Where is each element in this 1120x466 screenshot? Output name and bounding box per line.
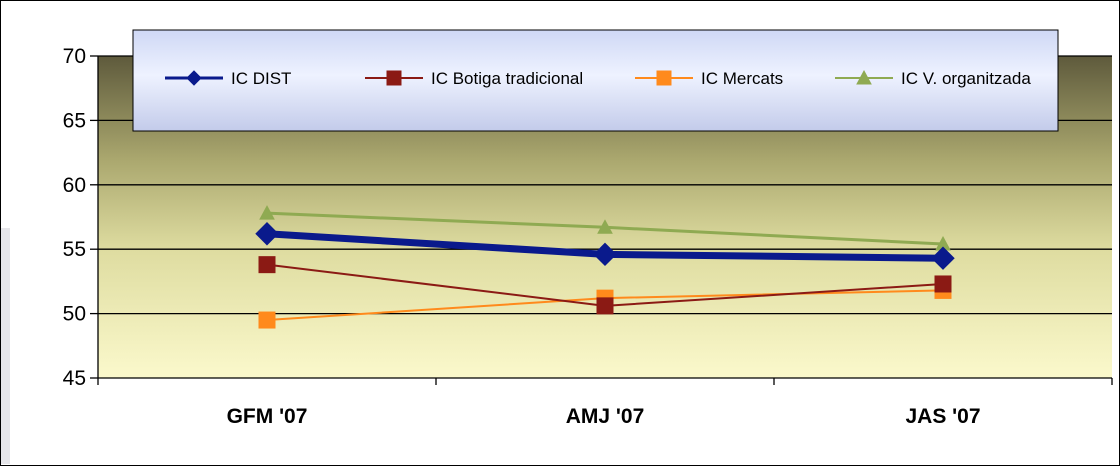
data-point-2-0 (258, 311, 276, 329)
y-tick-label-50: 50 (63, 303, 86, 326)
legend-label-1: IC Botiga tradicional (431, 69, 583, 88)
legend-entry-1: IC Botiga tradicional (365, 69, 583, 88)
data-point-0-0 (255, 222, 279, 246)
series-group (255, 205, 955, 329)
data-point-3-0 (259, 205, 275, 220)
x-tick-labels: GFM '07 AMJ '07 JAS '07 (227, 405, 981, 428)
series-1 (258, 256, 952, 315)
y-tick-label-65: 65 (63, 109, 86, 132)
x-tick-label-0: GFM '07 (227, 405, 308, 428)
legend-label-3: IC V. organitzada (901, 69, 1031, 88)
legend-marker-1 (386, 70, 402, 86)
y-tick-label-45: 45 (63, 367, 86, 390)
legend-entry-0: IC DIST (165, 69, 291, 88)
y-tick-label-60: 60 (63, 174, 86, 197)
data-point-0-1 (593, 242, 617, 267)
y-tick-label-70: 70 (63, 45, 86, 68)
series-3 (259, 205, 951, 251)
series-0 (255, 222, 955, 270)
data-point-3-1 (597, 219, 613, 234)
legend-label-0: IC DIST (231, 69, 291, 88)
axes (90, 55, 1113, 385)
x-tick-label-1: AMJ '07 (566, 405, 645, 428)
legend-box (132, 29, 1059, 132)
y-tick-label-55: 55 (63, 238, 86, 261)
data-point-1-0 (258, 256, 276, 274)
x-tick-label-2: JAS '07 (905, 405, 980, 428)
data-point-0-2 (931, 246, 955, 270)
data-point-1-1 (596, 297, 614, 315)
legend-entry-2: IC Mercats (635, 69, 783, 88)
legend-marker-2 (656, 70, 672, 86)
legend-label-2: IC Mercats (701, 69, 783, 88)
data-point-1-2 (934, 275, 952, 293)
legend-marker-3 (856, 69, 872, 85)
legend: IC DIST IC Botiga tradicional IC Mercats IC… (165, 69, 1031, 88)
legend-marker-0 (186, 70, 202, 86)
legend-entry-3: IC V. organitzada (835, 69, 1031, 88)
y-tick-labels: 45 50 55 60 65 70 (63, 45, 86, 390)
chart-side-edge (1, 228, 10, 464)
